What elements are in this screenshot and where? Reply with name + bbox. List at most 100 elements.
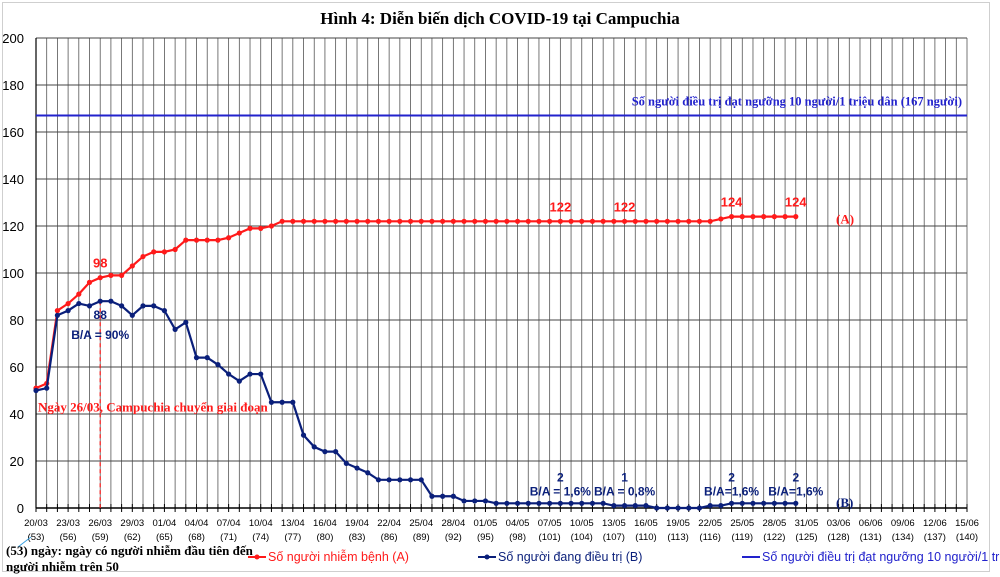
data-point-b <box>440 493 446 499</box>
data-point-a <box>119 272 125 278</box>
data-point-b <box>247 371 253 377</box>
data-point-a <box>65 300 71 307</box>
data-point-b <box>536 500 542 506</box>
data-point-b <box>654 505 660 511</box>
data-point-b <box>718 503 724 509</box>
legend-marker <box>484 554 490 560</box>
data-point-a <box>547 218 553 224</box>
data-point-a <box>183 237 189 243</box>
x-tick-sublabel: (68) <box>188 532 205 543</box>
legend-marker <box>254 554 260 560</box>
data-point-b <box>354 465 360 471</box>
x-tick-label: 28/05 <box>762 518 786 529</box>
x-tick-sublabel: (83) <box>349 532 366 543</box>
data-point-b <box>504 500 510 506</box>
data-point-a <box>97 275 103 281</box>
data-point-a <box>696 218 703 224</box>
x-tick-label: 19/04 <box>345 518 369 529</box>
x-tick-sublabel: (74) <box>252 532 269 543</box>
data-point-b <box>108 298 114 304</box>
data-point-b <box>696 505 703 511</box>
x-tick-label: 13/05 <box>602 518 626 529</box>
y-tick-label: 140 <box>2 172 24 187</box>
data-point-b <box>782 500 788 506</box>
data-point-b <box>343 460 349 466</box>
data-point-b <box>140 303 146 309</box>
data-point-b <box>579 500 585 506</box>
data-point-b <box>44 385 50 391</box>
y-tick-label: 40 <box>10 407 24 422</box>
annotations: Số người điều trị đạt ngưỡng 10 người/1 … <box>38 95 962 510</box>
data-point-a <box>151 249 157 255</box>
x-tick-label: 10/04 <box>249 518 273 529</box>
data-point-a <box>632 218 638 224</box>
data-point-a <box>525 218 531 224</box>
footnote-line1: (53) ngày: ngày có người nhiễm đầu tiên … <box>6 543 254 558</box>
data-point-b <box>183 319 189 325</box>
data-point-b <box>728 500 735 506</box>
x-tick-sublabel: (125) <box>795 532 817 543</box>
data-point-a <box>375 218 382 224</box>
x-tick-label: 01/05 <box>474 518 498 529</box>
x-tick-label: 23/03 <box>56 518 80 529</box>
data-point-a <box>290 218 296 224</box>
data-point-a <box>172 246 178 253</box>
data-point-b <box>514 500 521 506</box>
data-point-a <box>279 218 285 224</box>
data-point-b <box>750 500 756 506</box>
x-tick-sublabel: (59) <box>92 532 109 543</box>
data-point-b <box>129 312 135 318</box>
data-point-b <box>258 371 264 377</box>
label-b-value: 2 <box>728 470 735 484</box>
data-point-b <box>397 477 403 483</box>
data-point-a <box>728 214 735 220</box>
data-point-b <box>161 308 168 314</box>
y-tick-label: 100 <box>2 266 24 281</box>
x-tick-label: 22/05 <box>698 518 722 529</box>
data-point-b <box>632 503 638 509</box>
data-point-a <box>739 214 745 220</box>
data-point-b <box>739 500 745 506</box>
label-b-ratio: B/A = 90% <box>71 328 129 342</box>
data-point-a <box>579 218 585 224</box>
y-tick-label: 120 <box>2 219 24 234</box>
data-point-b <box>97 298 103 304</box>
data-point-a <box>461 218 467 224</box>
label-b-value: 1 <box>621 470 628 484</box>
x-tick-label: 26/03 <box>88 518 112 529</box>
label-a: 122 <box>550 199 572 214</box>
data-point-b <box>621 503 628 509</box>
footnote-line2: người nhiễm trên 50 <box>6 559 119 574</box>
data-point-a <box>258 225 264 231</box>
data-point-a <box>268 223 275 229</box>
data-point-b <box>664 505 670 511</box>
data-point-b <box>290 399 296 405</box>
data-point-a <box>589 218 596 224</box>
label-b-value: 88 <box>94 308 108 322</box>
x-tick-sublabel: (116) <box>699 532 720 543</box>
x-tick-label: 31/05 <box>795 518 819 529</box>
data-point-a <box>322 218 328 224</box>
x-tick-label: 12/06 <box>923 518 947 529</box>
data-point-b <box>600 500 606 506</box>
data-point-b <box>525 500 531 506</box>
data-point-b <box>407 477 414 483</box>
data-point-a <box>140 253 146 260</box>
x-tick-label: 13/04 <box>281 518 305 529</box>
x-tick-label: 04/04 <box>185 518 209 529</box>
data-point-a <box>514 218 521 224</box>
label-b-value: 2 <box>557 470 564 484</box>
x-tick-label: 04/05 <box>506 518 530 529</box>
label-a: 124 <box>785 195 807 210</box>
chart-frame <box>2 2 990 572</box>
x-tick-label: 29/03 <box>120 518 144 529</box>
y-tick-label: 0 <box>17 501 24 516</box>
data-point-b <box>365 470 371 476</box>
x-tick-sublabel: (137) <box>924 532 946 543</box>
data-point-b <box>151 303 157 309</box>
data-point-b <box>322 449 328 455</box>
chart-title: Hình 4: Diễn biến dịch COVID-19 tại Camp… <box>320 9 680 28</box>
data-point-a <box>429 218 435 224</box>
x-tick-sublabel: (56) <box>60 532 77 543</box>
